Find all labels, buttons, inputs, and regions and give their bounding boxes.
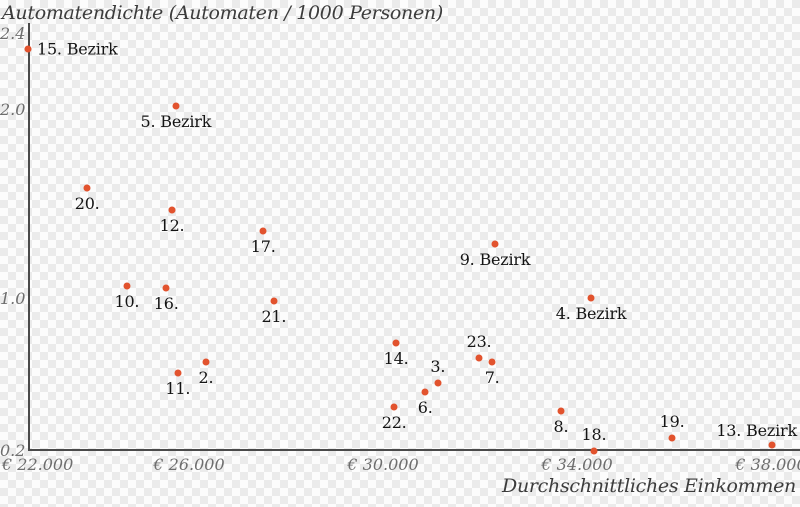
x-axis-line [28,449,800,451]
data-point-dot [162,284,170,292]
data-point-dot [172,102,180,110]
data-point-label: 22. [381,413,407,433]
data-point-label: 12. [159,216,185,236]
data-point-label: 3. [430,356,446,376]
y-tick-label: 1.0 [0,289,26,309]
data-point-label: 13. Bezirk [716,421,797,441]
data-point-dot [174,369,182,377]
x-tick-label: € 34.000 [541,455,613,474]
data-point-label: 9. Bezirk [459,250,531,270]
x-axis-title: Durchschnittliches Einkommen [502,475,796,497]
data-point-label: 23. [466,331,492,351]
data-point-label: 15. Bezirk [36,39,118,59]
y-tick-label: 0.2 [0,441,26,460]
x-tick-label: € 30.000 [347,455,419,474]
x-tick-label: € 26.000 [153,455,225,474]
data-point-label: 18. [581,424,607,444]
data-point-label: 7. [484,367,500,387]
data-point-label: 6. [417,398,433,418]
data-point-dot [202,358,210,366]
data-point-dot [488,358,496,366]
data-point-dot [259,227,267,235]
data-point-label: 16. [153,294,179,314]
data-point-dot [83,184,91,192]
data-point-dot [768,441,776,449]
data-point-label: 14. [383,348,409,368]
data-point-label: 21. [261,307,287,327]
data-point-label: 8. [553,417,569,437]
data-point-label: 4. Bezirk [555,303,627,323]
data-point-dot [491,240,499,248]
x-tick-label: € 38.000 [735,455,800,474]
data-point-dot [475,354,483,362]
chart-title: Automatendichte (Automaten / 1000 Person… [2,2,443,24]
data-point-dot [392,339,400,347]
data-point-label: 19. [659,411,685,431]
data-point-dot [168,206,176,214]
data-point-dot [390,403,398,411]
data-point-dot [434,379,442,387]
y-axis-line [28,23,30,451]
data-point-label: 2. [198,367,214,387]
data-point-dot [587,294,595,301]
x-tick-label: € 22.000 [2,455,74,474]
y-tick-label: 2.0 [0,99,26,119]
data-point-label: 17. [250,237,276,257]
data-point-label: 10. [114,292,140,312]
data-point-dot [270,297,278,305]
data-point-label: 20. [74,193,100,213]
data-point-dot [123,282,131,290]
data-point-label: 5. Bezirk [140,112,212,132]
data-point-label: 11. [165,379,191,399]
data-point-dot [421,388,429,396]
data-point-dot [590,447,598,455]
data-point-dot [557,407,565,415]
data-point-dot [24,45,32,53]
y-tick-label: 2.4 [0,24,26,44]
data-point-dot [668,434,676,442]
